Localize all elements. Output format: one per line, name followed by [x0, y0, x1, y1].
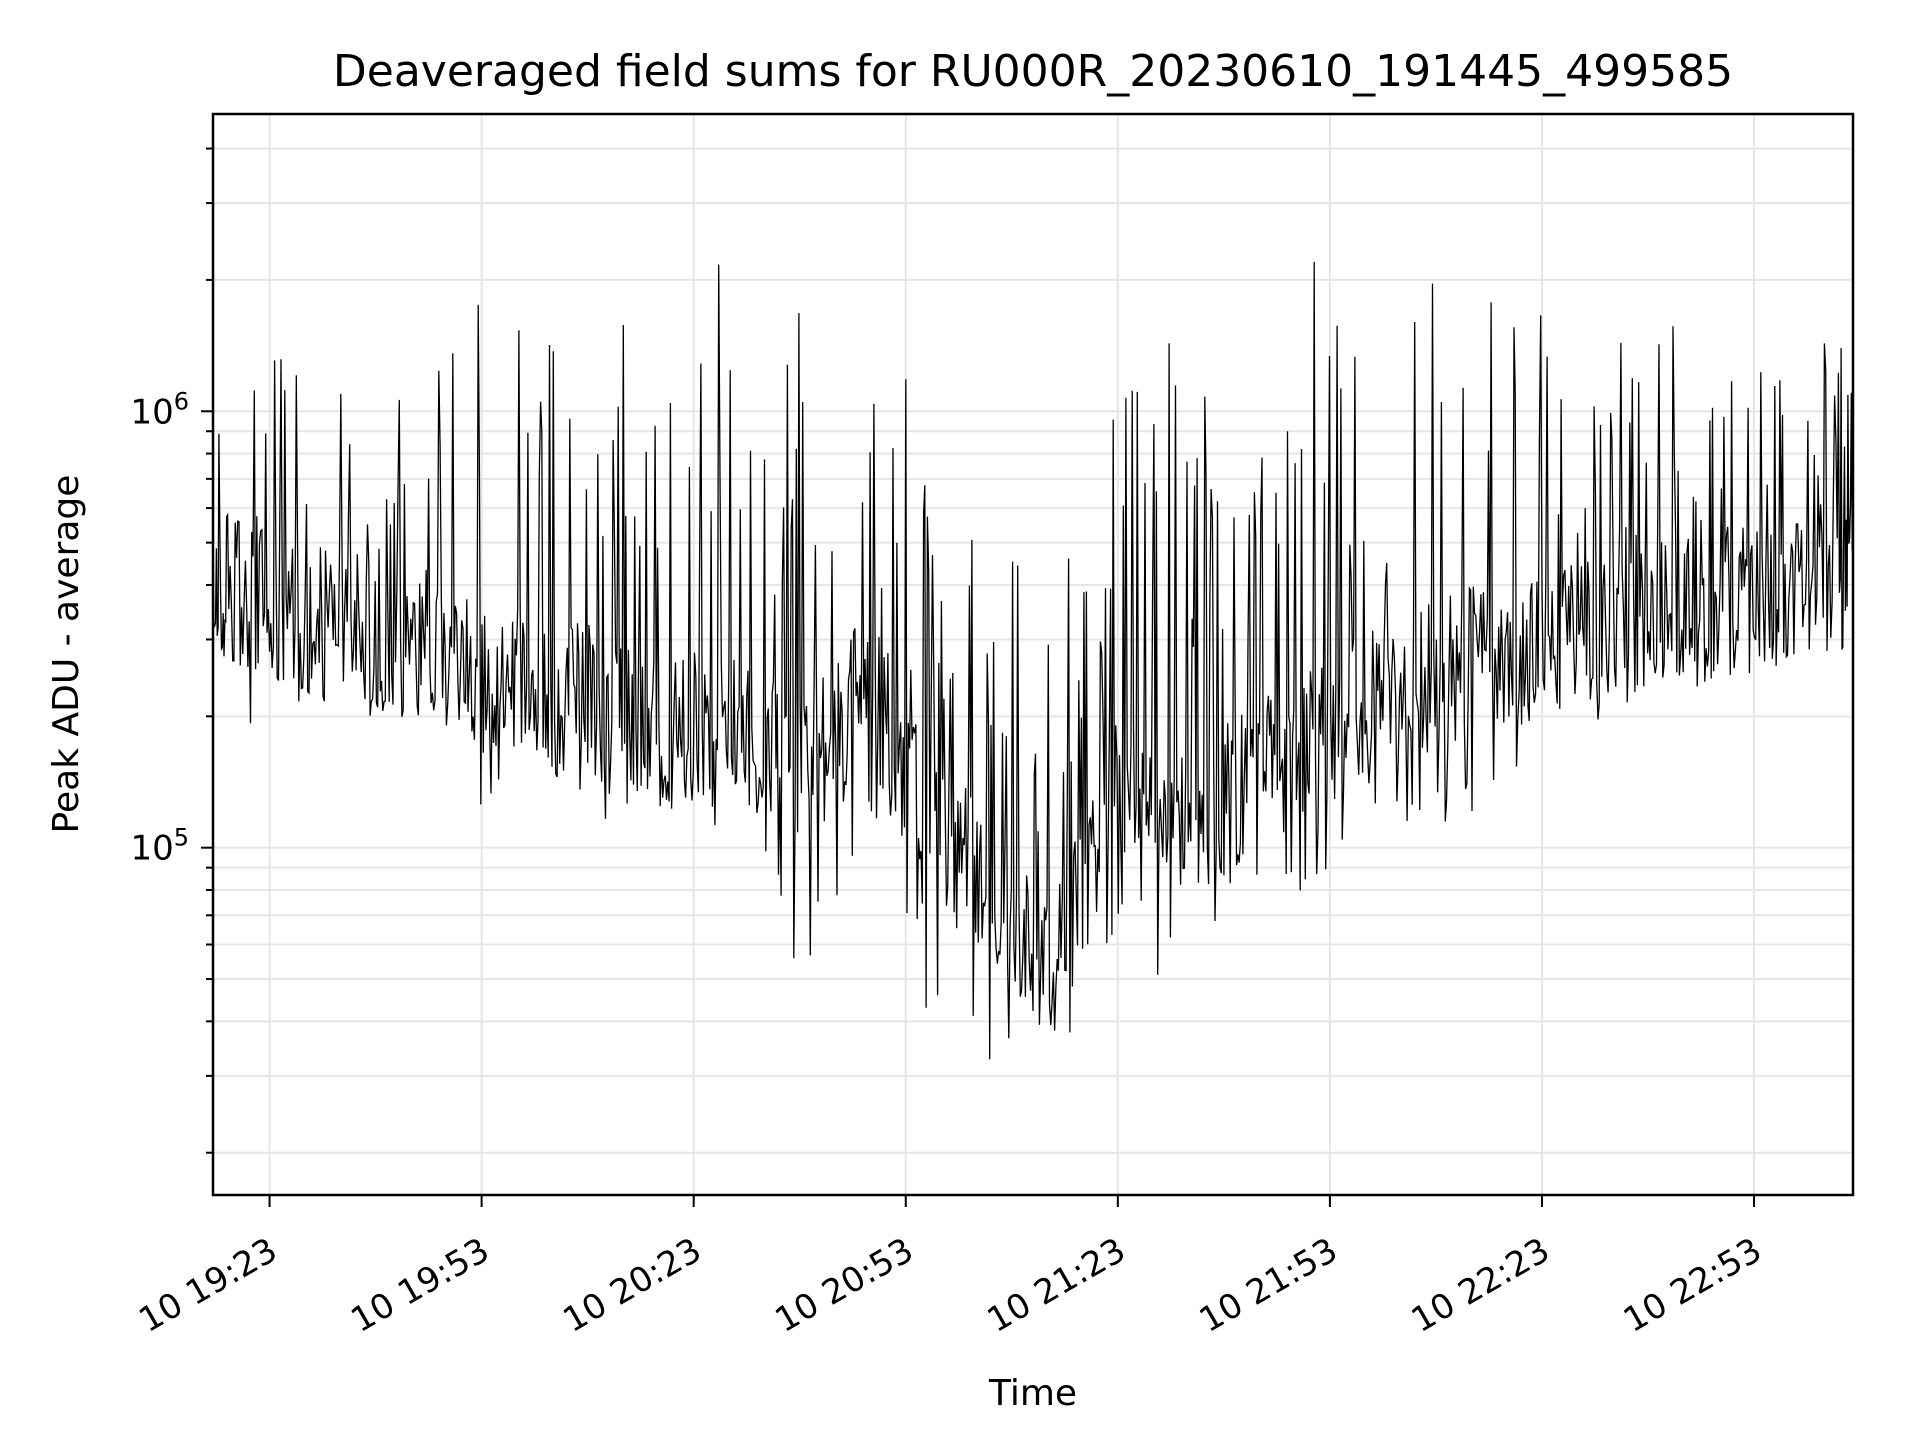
- x-tick-label: 10 20:23: [556, 1230, 708, 1341]
- x-tick-label: 10 22:23: [1405, 1230, 1557, 1341]
- chart-title: Deaveraged field sums for RU000R_2023061…: [333, 46, 1733, 97]
- series-line: [212, 261, 1854, 1060]
- plot-frame: [211, 112, 1855, 1197]
- x-tick-label: 10 19:53: [344, 1230, 496, 1341]
- y-tick-label: 105: [130, 824, 189, 869]
- x-tick-label: 10 20:53: [769, 1230, 921, 1341]
- y-axis-label: Peak ADU - average: [46, 475, 87, 834]
- x-tick-label: 10 21:23: [981, 1230, 1133, 1341]
- x-tick-label: 10 21:53: [1193, 1230, 1345, 1341]
- y-tick-label: 106: [130, 387, 189, 432]
- x-tick-label: 10 19:23: [132, 1230, 284, 1341]
- x-tick-label: 10 22:53: [1617, 1230, 1769, 1341]
- x-axis-label: Time: [988, 1373, 1077, 1414]
